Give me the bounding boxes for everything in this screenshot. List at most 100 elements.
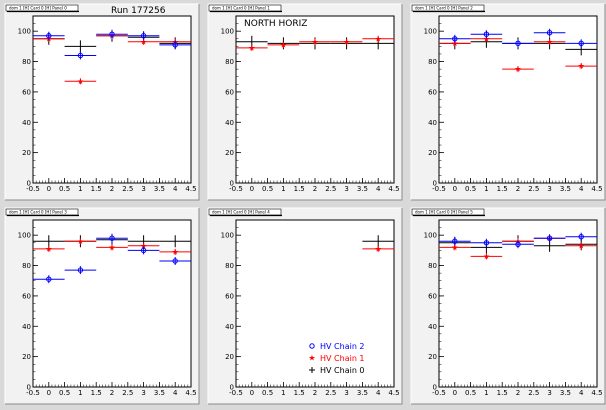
x-tick-label: 0 xyxy=(47,185,51,193)
pad-bevel-light xyxy=(410,207,605,404)
y-tick-label: 40 xyxy=(225,323,234,331)
y-axis: 0 20 40 60 80 100 xyxy=(18,219,38,392)
chain2-point xyxy=(159,256,191,265)
pad-title-box: dom 1 [H] Card 0 [H] Panel 3 xyxy=(5,208,79,217)
circle-marker xyxy=(46,276,52,282)
star-marker: ★ xyxy=(140,37,147,46)
pad-title: dom 1 [H] Card 0 [H] Panel 0 xyxy=(9,6,67,11)
circle-marker xyxy=(546,30,553,36)
circle-marker xyxy=(515,40,521,47)
legend-star-icon: ★ xyxy=(308,354,315,363)
circle-marker xyxy=(578,40,584,47)
pad-bevel-dark xyxy=(411,208,606,405)
chain1-point: ★ xyxy=(299,37,331,46)
x-tick-label: 4 xyxy=(173,185,178,193)
pad-bevel-light xyxy=(4,207,199,404)
pad-title: dom 1 [H] Card 0 [H] Panel 4 xyxy=(212,210,270,215)
chain2-point xyxy=(502,240,534,249)
x-tick-label: 2.5 xyxy=(122,185,133,193)
pad-bevel-light xyxy=(410,3,605,200)
x-axis: -0.5 0 0.5 1 1.5 2 2.5 3 3.5 4 4.5 xyxy=(26,178,197,193)
x-tick-label: 4.5 xyxy=(591,389,602,397)
chart-pad-5: dom 1 [H] Card 0 [H] Panel 5-0.5 0 0.5 1 1.5… xyxy=(410,207,606,405)
x-tick-label: -0.5 xyxy=(229,185,243,193)
x-tick-label: 2 xyxy=(110,389,114,397)
run-label: Run 177256 xyxy=(111,6,166,16)
y-tick-label: 20 xyxy=(225,149,234,157)
x-tick-label: 1 xyxy=(484,389,488,397)
x-tick-label: 3 xyxy=(547,389,551,397)
chain2-point xyxy=(127,246,160,255)
y-tick-label: 100 xyxy=(424,232,437,240)
series-chain2 xyxy=(33,30,191,60)
x-tick-label: 4.5 xyxy=(388,185,399,193)
chart-pad-0: dom 1 [H] Card 0 [H] Panel 0-0.5 0 0.5 1 1.5… xyxy=(4,3,200,201)
x-tick-label: 2 xyxy=(313,185,317,193)
x-tick-label: 1 xyxy=(78,389,82,397)
chart-pad-4: dom 1 [H] Card 0 [H] Panel 4-0.5 0 0.5 1 1.5… xyxy=(207,207,403,405)
x-tick-label: 3.5 xyxy=(154,389,165,397)
star-marker: ★ xyxy=(311,37,318,46)
star-marker: ★ xyxy=(108,243,115,252)
x-tick-label: 3 xyxy=(141,185,145,193)
chain1-point: ★ xyxy=(533,37,566,46)
legend-entry-chain1: ★ HV Chain 1 xyxy=(308,354,364,363)
star-marker: ★ xyxy=(546,37,553,46)
legend-entry-chain2: HV Chain 2 xyxy=(309,342,365,351)
chain1-point: ★ xyxy=(362,244,394,253)
circle-marker xyxy=(515,241,521,247)
chain1-point: ★ xyxy=(33,244,65,253)
pad-title: dom 1 [H] Card 0 [H] Panel 5 xyxy=(415,210,473,215)
x-tick-label: 2 xyxy=(516,185,520,193)
chain0-point xyxy=(64,40,97,53)
series-chain1: ★ ★ ★ ★ ★ xyxy=(33,237,191,256)
circle-marker xyxy=(77,267,84,273)
x-tick-label: 1.5 xyxy=(294,185,305,193)
chain1-point: ★ xyxy=(236,43,268,52)
pad-bevel-light xyxy=(207,207,402,404)
chain2-point xyxy=(96,234,128,243)
y-tick-label: 80 xyxy=(22,58,31,66)
pad-bevel-light xyxy=(4,3,199,200)
y-tick-label: 60 xyxy=(428,292,437,300)
y-tick-label: 20 xyxy=(22,149,31,157)
x-tick-label: 0.5 xyxy=(262,185,273,193)
pad-bevel-dark xyxy=(208,208,403,405)
star-marker: ★ xyxy=(343,37,350,46)
chart-pad-3: dom 1 [H] Card 0 [H] Panel 3-0.5 0 0.5 1 1.5… xyxy=(4,207,200,405)
circle-marker xyxy=(452,36,458,42)
x-tick-label: 1.5 xyxy=(497,389,508,397)
chain1-point: ★ xyxy=(64,237,97,246)
y-tick-label: 0 xyxy=(230,180,234,188)
star-marker: ★ xyxy=(375,244,382,253)
x-tick-label: 2.5 xyxy=(122,389,133,397)
y-tick-label: 100 xyxy=(221,232,234,240)
x-tick-label: 0.5 xyxy=(262,389,273,397)
x-tick-label: 2 xyxy=(110,185,114,193)
x-tick-label: -0.5 xyxy=(26,389,40,397)
x-tick-label: -0.5 xyxy=(432,185,446,193)
x-tick-label: 3 xyxy=(344,185,348,193)
star-marker: ★ xyxy=(248,43,255,52)
chain2-point xyxy=(159,40,191,49)
y-axis: 0 20 40 60 80 100 xyxy=(221,15,241,188)
x-axis: -0.5 0 0.5 1 1.5 2 2.5 3 3.5 4 4.5 xyxy=(229,178,400,193)
plot-frame xyxy=(235,219,395,388)
chain2-point xyxy=(33,275,65,284)
x-tick-label: 0 xyxy=(47,389,51,397)
chain2-point xyxy=(533,28,566,37)
chain2-point xyxy=(64,266,97,275)
y-tick-label: 100 xyxy=(221,28,234,36)
chain2-point xyxy=(565,232,597,241)
x-axis: -0.5 0 0.5 1 1.5 2 2.5 3 3.5 4 4.5 xyxy=(432,382,603,397)
x-tick-label: 4 xyxy=(579,389,584,397)
circle-marker xyxy=(46,33,52,39)
chain2-point xyxy=(470,238,503,247)
chain0-point xyxy=(362,235,394,248)
chain1-point: ★ xyxy=(267,40,300,49)
x-tick-label: 3.5 xyxy=(560,185,571,193)
pad-bevel-dark xyxy=(5,208,200,405)
legend-circle-icon xyxy=(309,343,315,349)
y-axis: 0 20 40 60 80 100 xyxy=(18,15,38,188)
legend-label: HV Chain 0 xyxy=(320,366,365,375)
